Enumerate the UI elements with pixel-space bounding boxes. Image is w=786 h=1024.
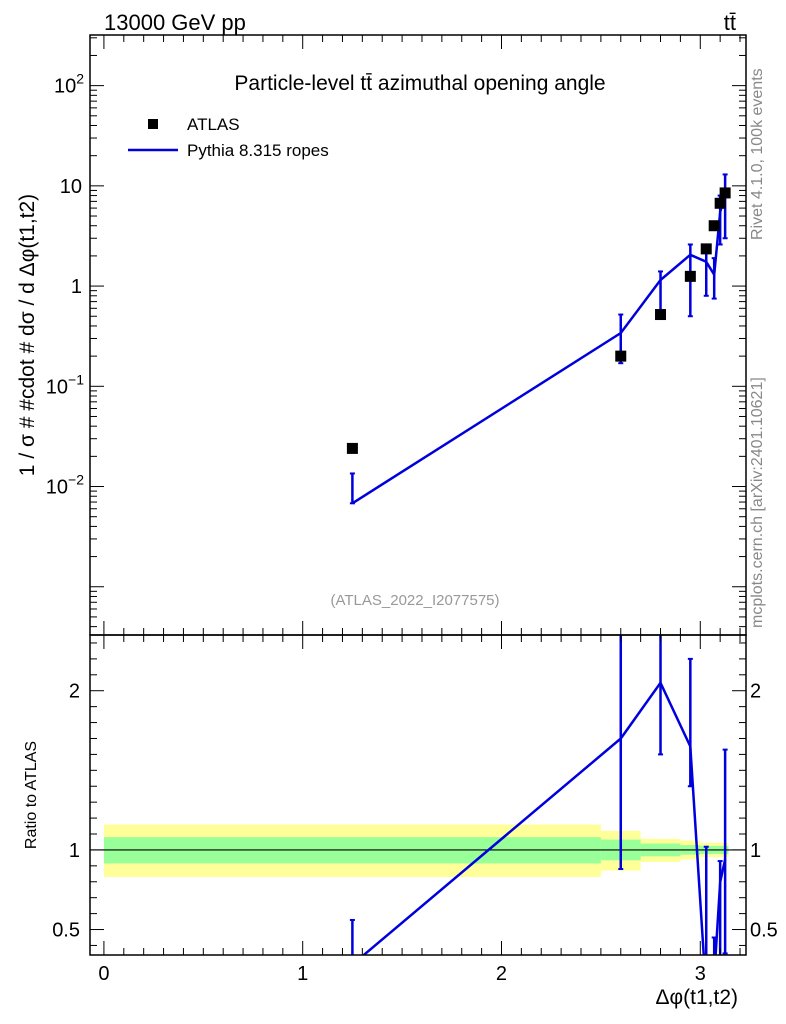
main-y-axis-label: 1 / σ # #cdot # dσ / d Δφ(t1,t2): [16, 194, 39, 476]
main-y-tick-label: 10−2: [46, 472, 84, 499]
x-axis-label: Δφ(t1,t2): [656, 986, 739, 1009]
main-y-tick-base: 10: [54, 76, 76, 98]
header-right-label: tt̄: [724, 10, 736, 35]
ratio-y-tick-label: 1: [69, 840, 80, 862]
ratio-y-tick-label-right: 1: [750, 840, 761, 862]
pythia-line: [351, 195, 727, 505]
ratio-y-tick-label-right: 0.5: [750, 920, 778, 942]
ratio-y-tick-label: 2: [69, 681, 80, 703]
atlas-data-point: [615, 350, 627, 362]
ratio-series-layer: [349, 635, 728, 955]
main-y-tick-base: 10: [46, 376, 68, 398]
legend: ATLAS Pythia 8.315 ropes: [128, 115, 329, 160]
main-y-tick-exponent: −2: [68, 472, 84, 488]
x-tick-label: 1: [297, 963, 308, 985]
legend-atlas-label: ATLAS: [187, 115, 240, 134]
ratio-bands: [90, 824, 746, 877]
mcplots-label: mcplots.cern.ch [arXiv:2401.10621]: [749, 377, 766, 628]
atlas-data-point: [655, 309, 667, 321]
legend-pythia-label: Pythia 8.315 ropes: [187, 141, 329, 160]
main-series-layer: [346, 173, 731, 505]
x-tick-label: 2: [496, 963, 507, 985]
x-axis-label-text: Δφ(t1,t2): [656, 986, 739, 1009]
main-y-tick-label: 1: [71, 276, 82, 298]
ratio-y-tick-label: 0.5: [52, 920, 80, 942]
atlas-data-point: [719, 187, 731, 199]
main-y-tick-exponent: −1: [68, 371, 84, 387]
atlas-data-point: [714, 197, 726, 209]
main-y-tick-exponent: 2: [76, 71, 84, 87]
ratio-plot-frame: [89, 634, 747, 956]
ratio-y-axis-label: Ratio to ATLAS: [23, 741, 40, 849]
ratio-y-tick-label-right: 2: [750, 681, 761, 703]
rivet-label: Rivet 4.1.0, 100k events: [749, 68, 766, 240]
atlas-data-point: [708, 220, 720, 232]
atlas-data-point: [684, 270, 696, 282]
main-y-tick-label: 102: [54, 71, 84, 98]
x-tick-label: 0: [98, 963, 109, 985]
x-tick-label: 3: [695, 963, 706, 985]
main-title: Particle-level tt̄ azimuthal opening ang…: [234, 72, 605, 95]
main-y-tick-label: 10: [60, 176, 82, 198]
atlas-data-point: [346, 442, 358, 454]
ratio-axes: 0.5 0.5 1 1 2 2 0 1 2 3: [52, 635, 778, 985]
atlas-data-point: [700, 243, 712, 255]
legend-atlas-marker: [148, 119, 158, 129]
header-left-label: 13000 GeV pp: [104, 10, 246, 35]
watermark-label: (ATLAS_2022_I2077575): [330, 592, 499, 609]
main-y-tick-base: 10: [46, 477, 68, 499]
main-y-tick-label: 10−1: [46, 371, 84, 398]
